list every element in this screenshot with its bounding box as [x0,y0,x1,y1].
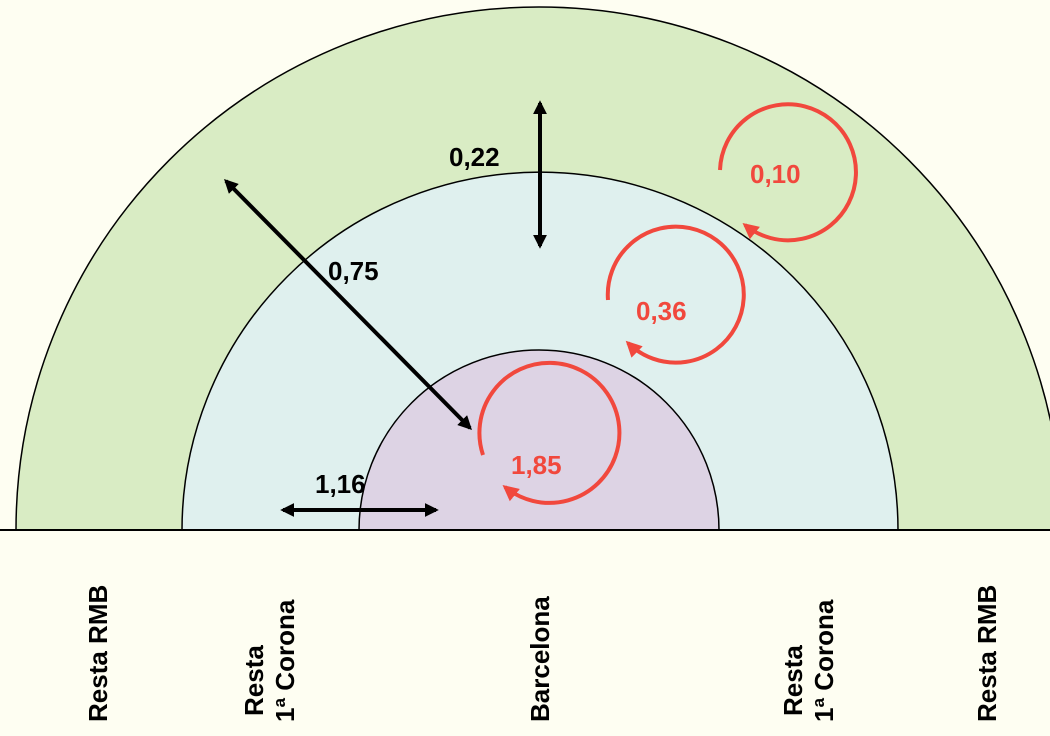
flow-arrow-diagonal [224,179,472,430]
flow-label-0-75: 0,75 [328,256,379,286]
zone-label-left-middle-line2: 1ª Corona [270,599,300,722]
internal-flow-label-outer: 0,10 [750,159,801,189]
zone-label-left-middle-line1: Resta [239,645,269,716]
zone-label-left-outer: Resta RMB [83,585,113,722]
internal-flow-label-core: 1,85 [511,450,562,480]
self-flow-arrow-core [477,360,622,505]
internal-flow-label-middle: 0,36 [636,296,687,326]
flow-label-1-16: 1,16 [315,469,366,499]
zone-label-right-outer: Resta RMB [972,585,1002,722]
self-flow-arrow-outer [718,102,858,243]
zone-label-right-middle-line1: Resta [778,645,808,716]
flow-label-0-22: 0,22 [449,142,500,172]
zone-label-right-middle-line2: 1ª Corona [809,599,839,722]
zone-label-center: Barcelona [525,596,555,722]
self-flow-arrow-middle [605,224,746,365]
